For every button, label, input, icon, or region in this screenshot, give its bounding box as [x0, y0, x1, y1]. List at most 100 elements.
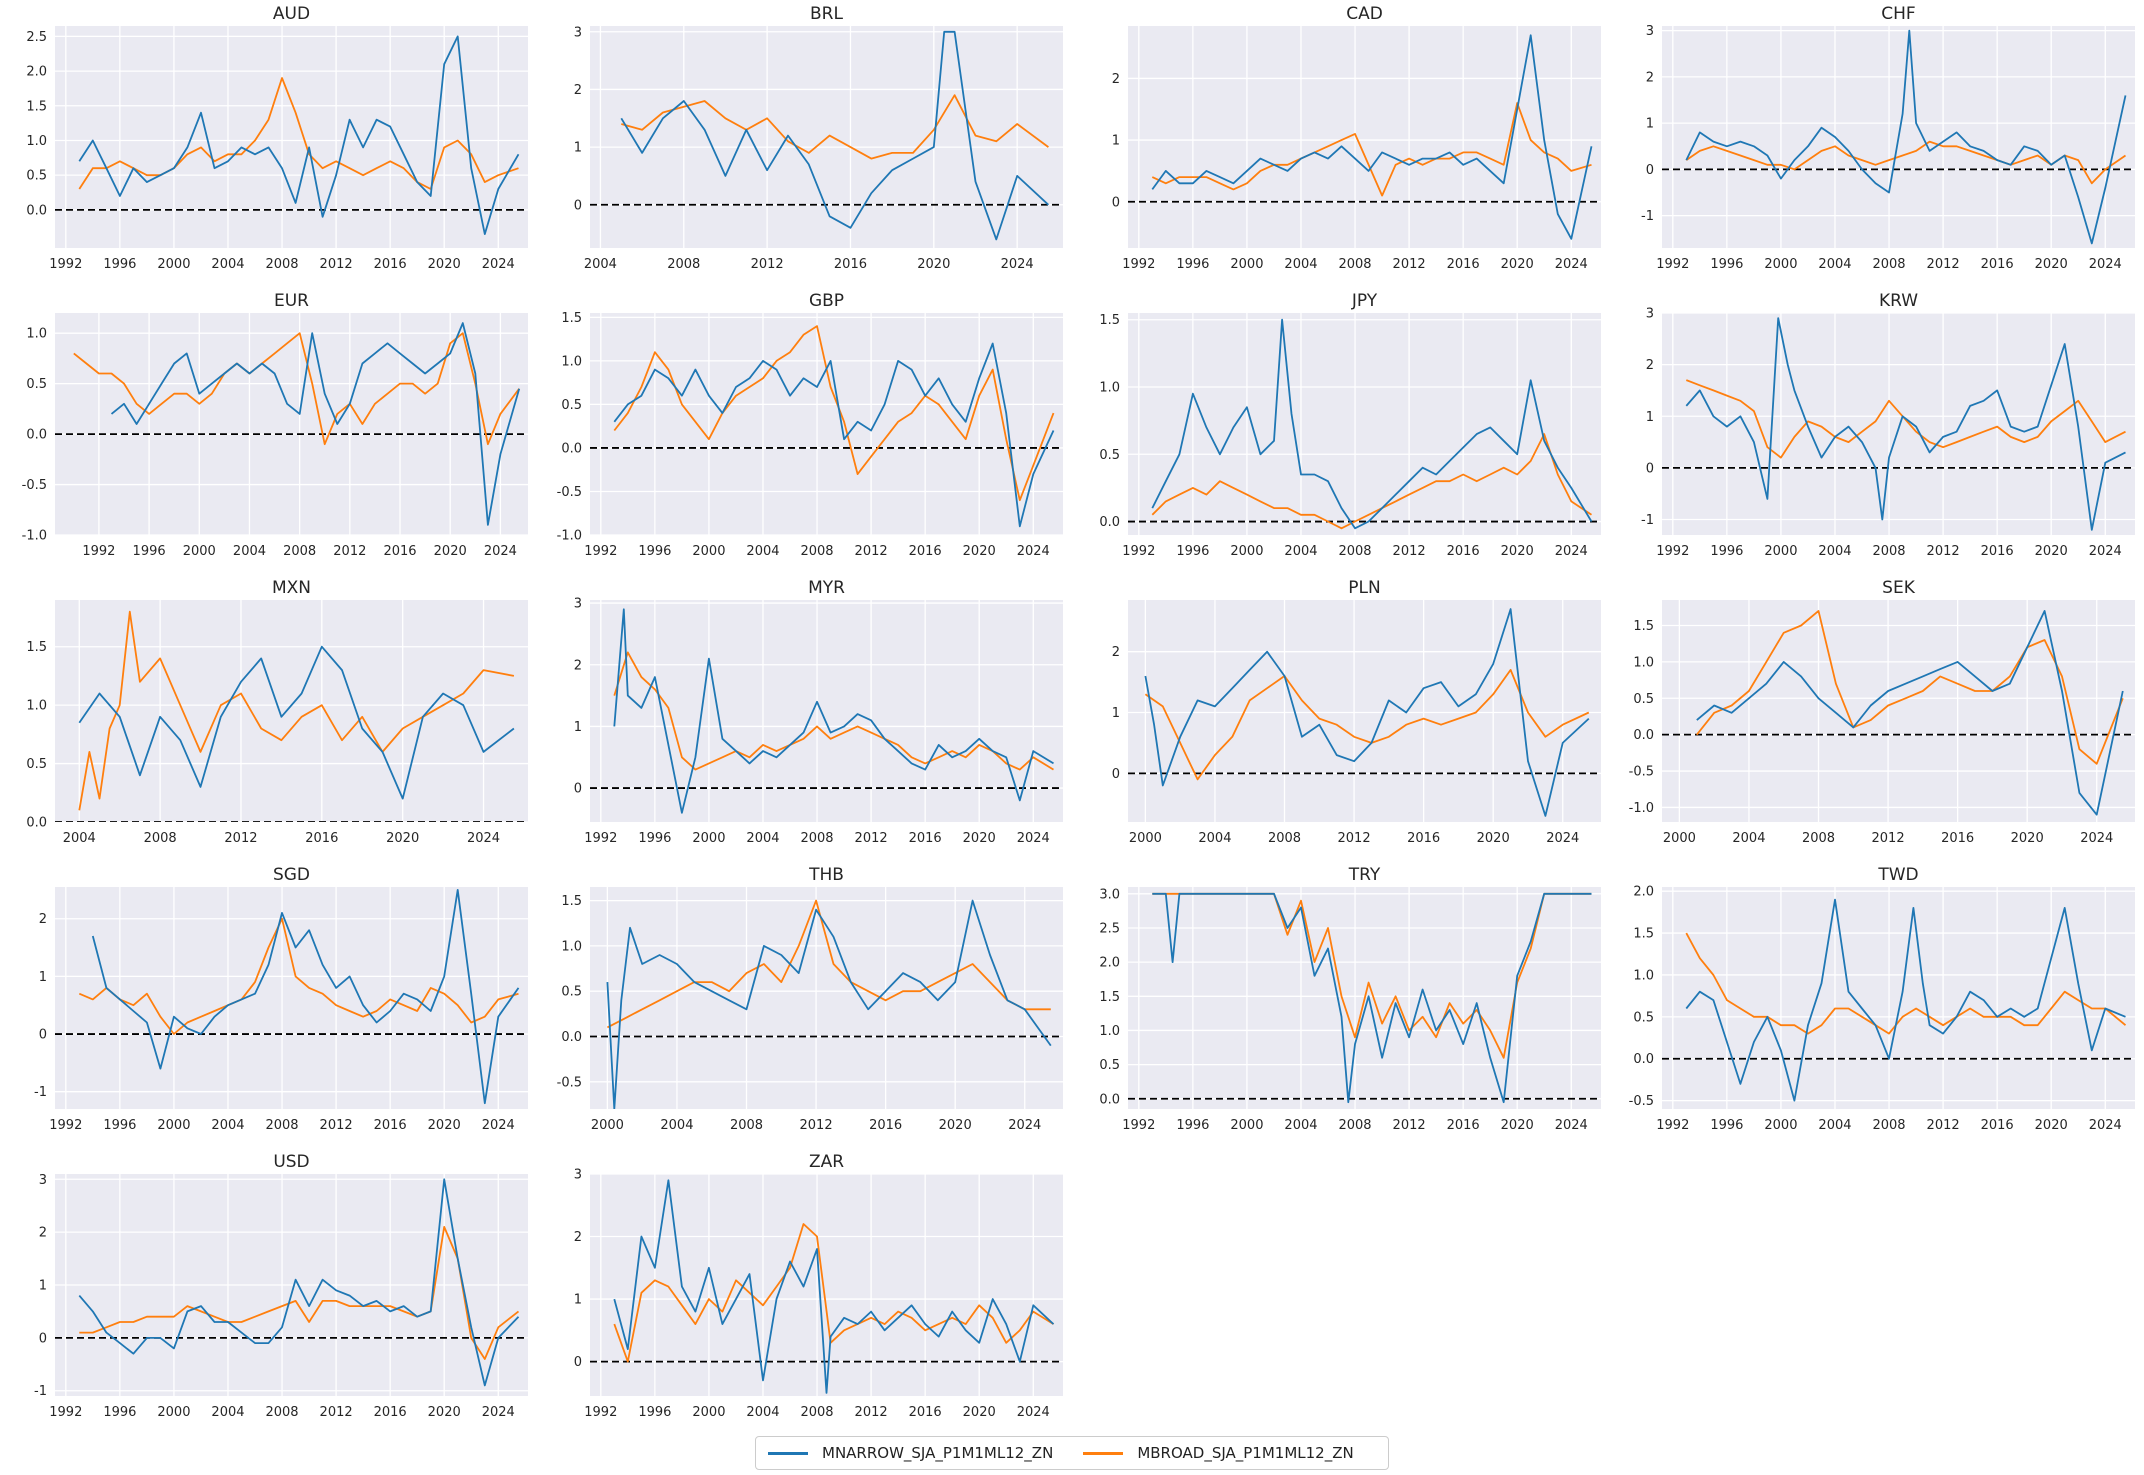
plot-area-thb	[590, 887, 1063, 1109]
y-tick-label: 0	[1112, 195, 1120, 210]
legend-label-broad: MBROAD_SJA_P1M1ML12_ZN	[1137, 1444, 1354, 1462]
x-tick-label: 1992	[82, 544, 115, 559]
y-tick-label: -1.0	[1629, 801, 1654, 816]
series-narrow-line-pln	[1144, 608, 1590, 817]
y-tick-label: 2	[574, 1230, 582, 1245]
x-tick-label: 2024	[482, 1118, 515, 1133]
x-tick-label: 2024	[1001, 257, 1034, 272]
series-group-usd	[55, 1178, 528, 1387]
x-tick-label: 2024	[1008, 1118, 1041, 1133]
series-narrow-line-chf	[1685, 29, 2127, 245]
panel-title-sek: SEK	[1882, 578, 1916, 598]
panel-title-jpy: JPY	[1351, 291, 1378, 311]
x-tick-label: 2004	[1284, 257, 1317, 272]
y-tick-label: 0.0	[26, 816, 47, 831]
x-tick-label: 1992	[584, 1405, 617, 1420]
y-tick-label: 0.0	[561, 1030, 582, 1045]
x-tick-label: 2020	[963, 831, 996, 846]
panel-title-mxn: MXN	[272, 578, 311, 598]
x-tick-label: 2016	[374, 257, 407, 272]
x-tick-label: 2024	[484, 544, 517, 559]
series-broad-line-usd	[79, 1226, 520, 1360]
y-tick-label: 3	[574, 597, 582, 612]
x-tick-label: 2000	[157, 257, 190, 272]
series-narrow-line-gbp	[613, 342, 1055, 528]
y-tick-label: 3.0	[1099, 887, 1120, 902]
y-tick-label: 1.5	[26, 99, 47, 114]
x-tick-label: 2012	[1927, 1118, 1960, 1133]
series-group-krw	[1662, 317, 2135, 531]
x-tick-label: 2020	[917, 257, 950, 272]
x-tick-label: 2000	[1764, 1118, 1797, 1133]
y-tick-label: 0.5	[26, 757, 47, 772]
x-tick-label: 2024	[482, 1405, 515, 1420]
x-tick-label: 2004	[1198, 831, 1231, 846]
y-tick-label: 3	[574, 1168, 582, 1183]
y-tick-label: 1.0	[1633, 968, 1654, 983]
y-tick-label: 2	[1112, 72, 1120, 87]
series-narrow-line-myr	[613, 608, 1054, 814]
x-tick-label: 2008	[667, 257, 700, 272]
panel-title-gbp: GBP	[809, 291, 844, 311]
x-tick-label: 2016	[1447, 257, 1480, 272]
legend-swatch-broad	[1083, 1451, 1124, 1455]
x-tick-label: 2024	[2080, 831, 2113, 846]
x-tick-label: 1996	[1176, 257, 1209, 272]
y-tick-label: 1	[574, 1293, 582, 1308]
y-tick-label: 0.0	[1633, 1052, 1654, 1067]
y-tick-label: 1	[574, 141, 582, 156]
panel-title-cad: CAD	[1346, 4, 1383, 24]
series-group-jpy	[1128, 318, 1601, 530]
panel-eur: 1992 1996 2000 2004 2008 2012 2016 2020 2024 -1.0…	[22, 291, 528, 559]
x-tick-label: 2024	[2089, 1118, 2122, 1133]
x-tick-label: 2016	[1447, 544, 1480, 559]
y-tick-label: 1.5	[1633, 927, 1654, 942]
plot-area-pln	[1128, 600, 1601, 822]
x-tick-label: 2024	[1017, 1405, 1050, 1420]
y-tick-label: 2.5	[26, 30, 47, 45]
x-tick-label: 2004	[1732, 831, 1765, 846]
x-tick-label: 2016	[374, 1405, 407, 1420]
x-tick-label: 2016	[909, 1405, 942, 1420]
x-tick-label: 1996	[103, 1118, 136, 1133]
x-tick-label: 2020	[1477, 831, 1510, 846]
x-tick-label: 1992	[584, 544, 617, 559]
x-tick-label: 2020	[386, 831, 419, 846]
panel-cad: 1992 1996 2000 2004 2008 2012 2016 2020 2024 0 1 2 C…	[1112, 4, 1601, 272]
y-tick-label: 1.0	[1099, 381, 1120, 396]
y-tick-label: 2.0	[1099, 956, 1120, 971]
x-tick-label: 1996	[638, 1405, 671, 1420]
x-tick-label: 2008	[1338, 544, 1371, 559]
x-tick-label: 1996	[1710, 544, 1743, 559]
x-tick-label: 2020	[2035, 257, 2068, 272]
x-tick-label: 2000	[157, 1118, 190, 1133]
y-tick-label: -0.5	[557, 1075, 582, 1090]
y-tick-label: 1.5	[561, 311, 582, 326]
x-tick-label: 2016	[909, 544, 942, 559]
x-tick-label: 1992	[1122, 1118, 1155, 1133]
series-broad-line-gbp	[613, 325, 1055, 502]
panel-title-zar: ZAR	[809, 1152, 844, 1172]
y-tick-label: -1.0	[557, 529, 582, 544]
x-tick-label: 2024	[482, 257, 515, 272]
x-tick-label: 2012	[1338, 831, 1371, 846]
x-tick-label: 2012	[800, 1118, 833, 1133]
x-tick-label: 2016	[305, 831, 338, 846]
x-tick-label: 2016	[1981, 544, 2014, 559]
x-tick-label: 2000	[1230, 1118, 1263, 1133]
y-tick-label: 0.0	[561, 441, 582, 456]
x-tick-label: 2008	[1872, 257, 1905, 272]
x-tick-label: 2012	[1393, 257, 1426, 272]
y-tick-label: 1.5	[1099, 990, 1120, 1005]
series-group-thb	[590, 899, 1063, 1109]
y-tick-label: 1	[1112, 134, 1120, 149]
x-tick-label: 2008	[283, 544, 316, 559]
x-tick-label: 2020	[428, 1405, 461, 1420]
x-tick-label: 2004	[1818, 544, 1851, 559]
series-narrow-line-eur	[110, 322, 521, 526]
x-tick-label: 2012	[1393, 1118, 1426, 1133]
y-tick-label: 0	[1646, 163, 1654, 178]
panel-mxn: 2004 2008 2012 2016 2020 2024 0.0 0.5 1.0 1.5 MXN	[26, 578, 528, 846]
plot-area-zar	[590, 1174, 1063, 1396]
y-tick-label: 0	[1646, 461, 1654, 476]
